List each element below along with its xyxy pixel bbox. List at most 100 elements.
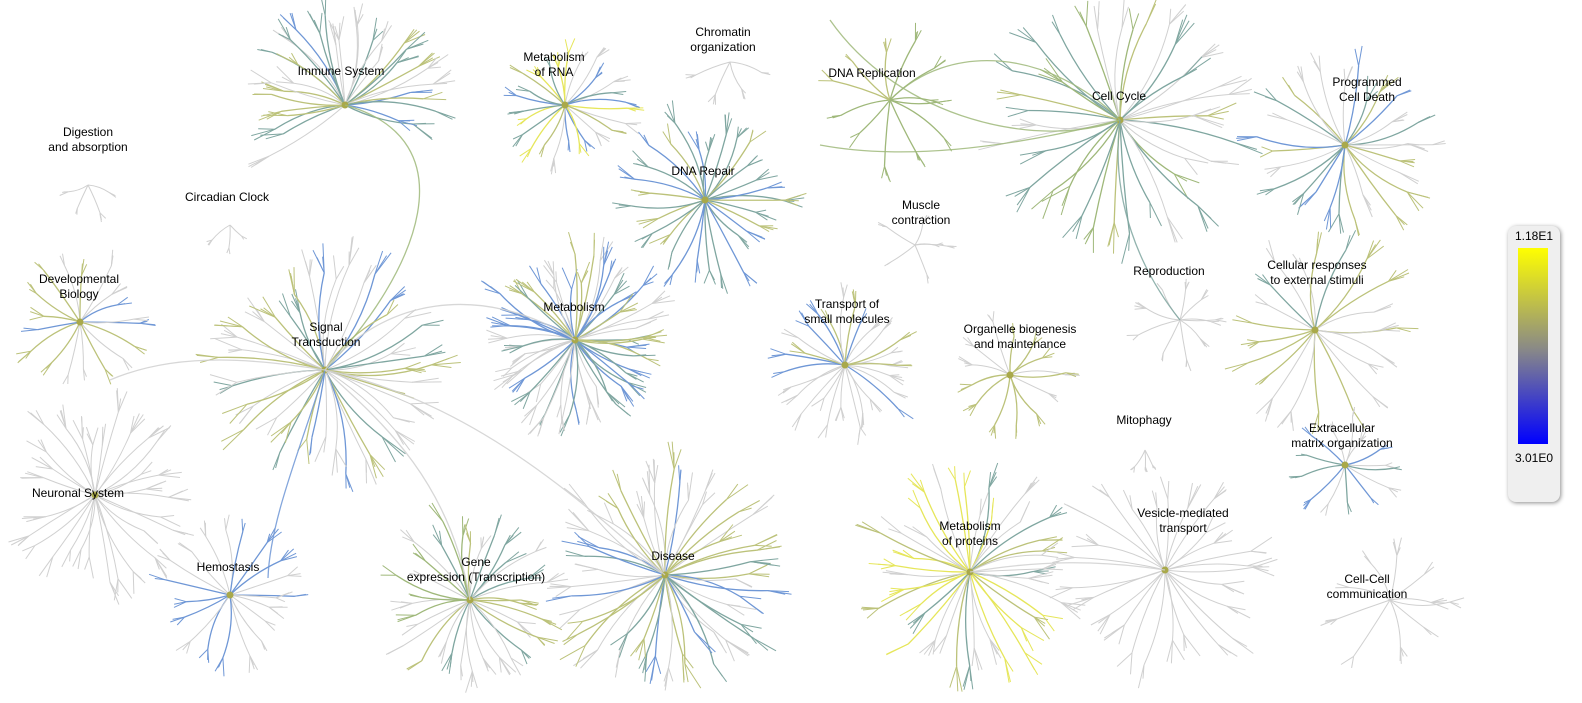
pathway-tree-digestion[interactable] [59,184,117,223]
pathway-twig [821,69,834,82]
pathway-tree-signal[interactable] [195,236,461,492]
pathway-twig [1017,28,1037,43]
pathway-tree-dnarepair[interactable] [612,100,807,294]
pathway-tree-neuronal[interactable] [8,388,194,605]
pathway-twig [1185,281,1190,290]
pathway-label-vesicle[interactable]: Vesicle-mediated transport [1137,506,1229,535]
pathway-label-organelle[interactable]: Organelle biogenesis and maintenance [963,322,1077,351]
pathway-label-immune[interactable]: Immune System [297,64,385,78]
pathway-tree-circadian[interactable] [206,224,248,255]
pathway-tree-proteins[interactable] [855,462,1086,692]
pathway-root-node[interactable] [1006,371,1014,379]
pathway-twig [1358,45,1363,67]
pathway-label-cellular[interactable]: Cellular responses to external stimuli [1267,258,1367,287]
pathway-twig [466,533,471,544]
pathway-tree-rna[interactable] [503,38,645,175]
pathway-tree-reproduction[interactable] [1126,278,1227,372]
pathway-label-rna[interactable]: Metabolism of RNA [523,50,585,79]
pathway-branch [969,571,1044,616]
pathway-root-node[interactable] [76,318,84,326]
pathway-twig [771,371,785,378]
pathway-tree-immune[interactable] [247,0,456,168]
pathway-tree-hemostasis[interactable] [148,514,309,677]
pathway-label-death[interactable]: Programmed Cell Death [1332,75,1402,104]
pathway-tree-cellcycle[interactable] [978,0,1263,264]
pathway-twig [462,525,466,537]
pathway-tree-chromatin[interactable] [685,61,771,105]
pathway-tree-gene[interactable] [380,502,569,693]
pathway-branch [969,571,1035,618]
pathway-tree-organelle[interactable] [957,311,1080,439]
pathway-twig [1009,32,1037,43]
pathway-label-transport[interactable]: Transport of small molecules [804,297,890,326]
pathway-root-node[interactable] [1341,461,1349,469]
pathway-label-ecm[interactable]: Extracellular matrix organization [1291,421,1393,450]
pathway-label-dnareplication[interactable]: DNA Replication [828,66,916,80]
pathway-tree-death[interactable] [1236,45,1446,237]
pathway-label-dnarepair[interactable]: DNA Repair [671,164,735,178]
pathway-branch [664,574,736,582]
pathway-tree-developmental[interactable] [16,249,156,385]
pathway-tree-mitophagy[interactable] [1130,449,1157,473]
pathway-branch [631,199,706,209]
pathway-twig [628,368,642,377]
pathway-branch [844,305,857,366]
pathway-branch [270,82,346,106]
pathway-twig [1370,497,1379,506]
pathway-tree-transport[interactable] [767,282,917,445]
pathway-label-digestion[interactable]: Digestion and absorption [48,125,128,154]
pathway-label-gene[interactable]: Gene expression (Transcription) [406,555,546,584]
pathway-twig [891,350,903,354]
pathway-twig [755,209,767,213]
pathway-label-disease[interactable]: Disease [651,549,695,563]
pathway-tree-ecm[interactable] [1288,406,1402,516]
pathway-twig [529,405,537,426]
pathway-label-signal[interactable]: Signal Transduction [291,320,361,349]
pathway-root-node[interactable] [701,196,709,204]
pathway-twig [1111,624,1125,634]
pathway-root-node[interactable] [841,361,849,369]
pathway-branch [975,374,1011,405]
pathway-label-cellcell[interactable]: Cell-Cell communication [1326,572,1408,601]
pathway-label-reproduction[interactable]: Reproduction [1133,264,1205,278]
pathway-label-chromatin[interactable]: Chromatin organization [690,25,756,54]
pathway-branch [1164,542,1215,571]
pathway-label-metabolism[interactable]: Metabolism [543,300,605,314]
pathway-twig [1049,506,1063,518]
pathway-tree-disease[interactable] [545,441,792,691]
pathway-twig [535,541,542,552]
pathway-root-node[interactable] [1341,141,1349,149]
pathway-twig [1373,306,1392,313]
pathway-label-proteins[interactable]: Metabolism of proteins [939,519,1001,548]
pathway-tree-dnareplication[interactable] [818,22,953,183]
pathway-root-node[interactable] [561,101,569,109]
pathway-tree-vesicle[interactable] [1049,476,1278,689]
pathway-root-node[interactable] [91,491,99,499]
pathway-tree-cellular[interactable] [1224,230,1419,435]
pathway-twig [694,631,716,653]
pathway-branch [236,369,326,383]
pathway-label-muscle[interactable]: Muscle contraction [891,198,951,227]
pathway-label-cellcycle[interactable]: Cell Cycle [1091,89,1147,103]
pathway-twig [133,316,149,320]
pathway-label-neuronal[interactable]: Neuronal System [31,486,125,500]
pathway-twig [27,410,45,425]
pathway-label-circadian[interactable]: Circadian Clock [184,190,270,204]
pathway-tree-muscle[interactable] [877,215,957,284]
pathway-twig [512,377,526,393]
pathway-twig [288,56,299,65]
pathway-twig [441,652,453,672]
pathway-tree-cellcell[interactable] [1320,537,1465,668]
pathway-twig [294,594,309,597]
pathway-label-hemostasis[interactable]: Hemostasis [196,560,260,574]
pathway-root-node[interactable] [226,591,234,599]
pathway-tree-metabolism[interactable] [481,231,675,437]
pathway-twig [159,548,171,561]
pathway-branch [895,564,971,573]
pathway-twig [406,660,422,670]
pathway-root-node[interactable] [1311,326,1319,334]
pathway-twig [386,304,399,316]
pathway-label-developmental[interactable]: Developmental Biology [38,272,120,301]
pathway-label-mitophagy[interactable]: Mitophagy [1116,413,1172,427]
